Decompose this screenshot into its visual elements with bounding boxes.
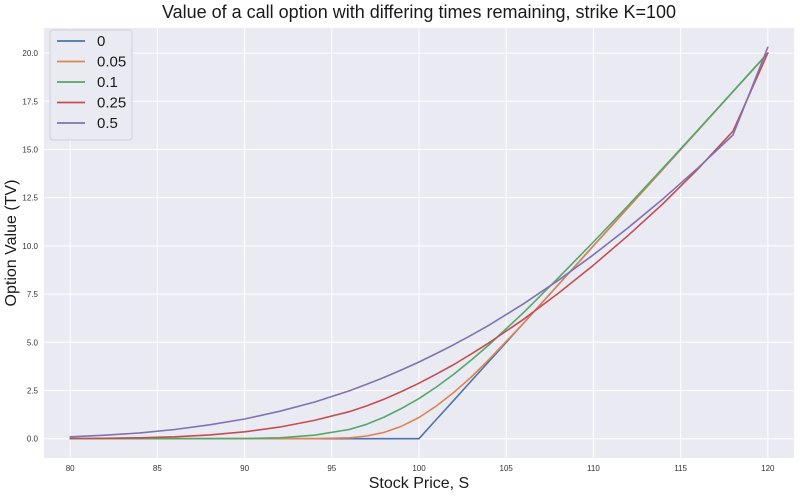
x-tick-label: 90 — [240, 464, 249, 473]
x-tick-label: 95 — [327, 464, 336, 473]
legend-label-4: 0.5 — [97, 115, 118, 132]
x-tick-label: 80 — [66, 464, 75, 473]
y-tick-label: 10.0 — [22, 242, 38, 251]
x-tick-label: 120 — [761, 464, 775, 473]
series-line-2 — [69, 52, 769, 440]
legend: 0 0.05 0.1 0.25 0.5 — [49, 29, 133, 141]
y-tick-label: 17.5 — [22, 97, 38, 106]
legend-label-1: 0.05 — [97, 54, 126, 71]
chart-title: Value of a call option with differing ti… — [162, 2, 676, 22]
legend-box — [49, 29, 133, 141]
x-tick-label: 105 — [500, 464, 514, 473]
y-tick-label: 0.0 — [27, 435, 39, 444]
x-tick-label: 100 — [412, 464, 426, 473]
y-tick-label: 2.5 — [27, 387, 39, 396]
x-tick-label: 115 — [674, 464, 687, 473]
x-axis-label: Stock Price, S — [369, 475, 469, 492]
x-axis-ticks: 80 85 90 95 100 105 110 115 120 — [66, 464, 775, 473]
y-axis-label: Option Value (TV) — [3, 180, 20, 307]
y-tick-label: 15.0 — [22, 145, 38, 154]
y-tick-label: 5.0 — [27, 338, 39, 347]
legend-label-2: 0.1 — [97, 74, 118, 91]
series-lines — [69, 46, 769, 440]
y-axis-ticks: 0.0 2.5 5.0 7.5 10.0 12.5 15.0 17.5 20.0 — [22, 49, 38, 444]
series-line-3 — [69, 52, 769, 440]
legend-label-0: 0 — [97, 33, 105, 50]
y-tick-label: 20.0 — [22, 49, 38, 58]
x-tick-label: 85 — [153, 464, 162, 473]
legend-label-3: 0.25 — [97, 95, 126, 112]
y-tick-label: 7.5 — [27, 290, 39, 299]
x-tick-label: 110 — [587, 464, 600, 473]
y-tick-label: 12.5 — [22, 194, 38, 203]
series-line-4 — [69, 46, 769, 438]
